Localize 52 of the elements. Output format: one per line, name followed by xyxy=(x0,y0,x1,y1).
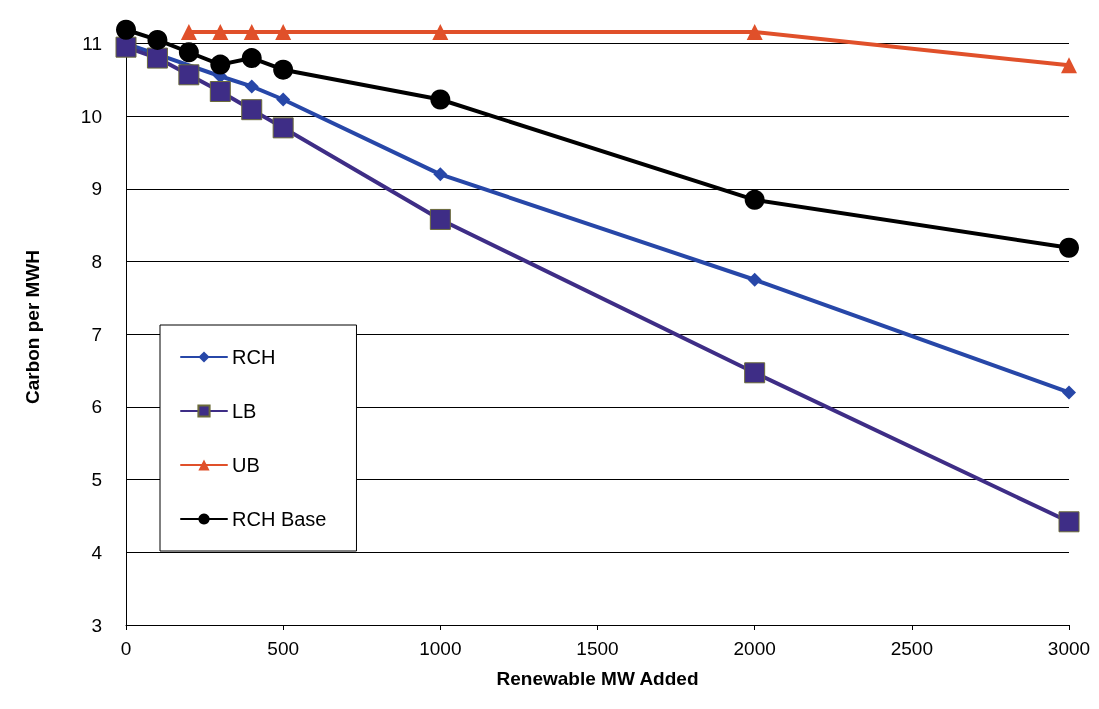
point xyxy=(1062,385,1076,400)
x-axis-title: Renewable MW Added xyxy=(496,668,699,689)
x-tick-label: 500 xyxy=(267,638,300,659)
point xyxy=(1059,237,1079,258)
y-tick-label: 9 xyxy=(91,178,102,200)
point xyxy=(180,23,197,40)
point xyxy=(272,117,294,139)
y-tick-label: 5 xyxy=(91,469,102,491)
point xyxy=(241,48,262,69)
y-tick-label: 4 xyxy=(91,541,103,563)
legend-label: RCH xyxy=(232,346,276,368)
point xyxy=(116,19,136,40)
legend-label: LB xyxy=(232,400,257,422)
x-tick-label: 2000 xyxy=(733,638,776,659)
point xyxy=(275,23,292,40)
y-axis-title: Carbon per MWH xyxy=(22,249,43,405)
x-tick-label: 3000 xyxy=(1047,638,1091,659)
y-tick-label: 3 xyxy=(91,614,102,636)
point xyxy=(147,29,168,50)
x-tick-label: 2500 xyxy=(890,638,933,659)
point xyxy=(209,81,231,103)
point xyxy=(178,64,200,86)
y-tick-label: 7 xyxy=(91,323,102,345)
point xyxy=(429,208,451,230)
x-tick-label: 0 xyxy=(120,638,132,659)
x-tick-label: 1500 xyxy=(576,638,619,659)
legend-label: RCH Base xyxy=(232,508,327,530)
y-tick-label: 6 xyxy=(91,396,102,418)
point xyxy=(146,47,168,69)
y-tick-label: 11 xyxy=(82,33,102,55)
point xyxy=(744,189,765,210)
point xyxy=(115,36,137,58)
point xyxy=(433,167,448,182)
y-tick-label: 8 xyxy=(91,251,102,273)
point xyxy=(243,23,260,40)
legend-label: UB xyxy=(232,454,260,476)
point xyxy=(210,54,231,75)
point xyxy=(430,89,451,110)
point xyxy=(747,272,762,287)
point xyxy=(276,92,291,107)
point xyxy=(244,79,259,94)
point xyxy=(1058,511,1080,533)
point xyxy=(746,23,763,40)
point xyxy=(744,362,766,384)
point xyxy=(1061,57,1077,74)
point xyxy=(178,42,199,63)
point xyxy=(212,23,229,40)
point xyxy=(241,99,263,121)
point xyxy=(432,23,449,40)
y-tick-label: 10 xyxy=(80,105,102,127)
point xyxy=(273,59,294,80)
x-tick-label: 1000 xyxy=(419,638,462,659)
